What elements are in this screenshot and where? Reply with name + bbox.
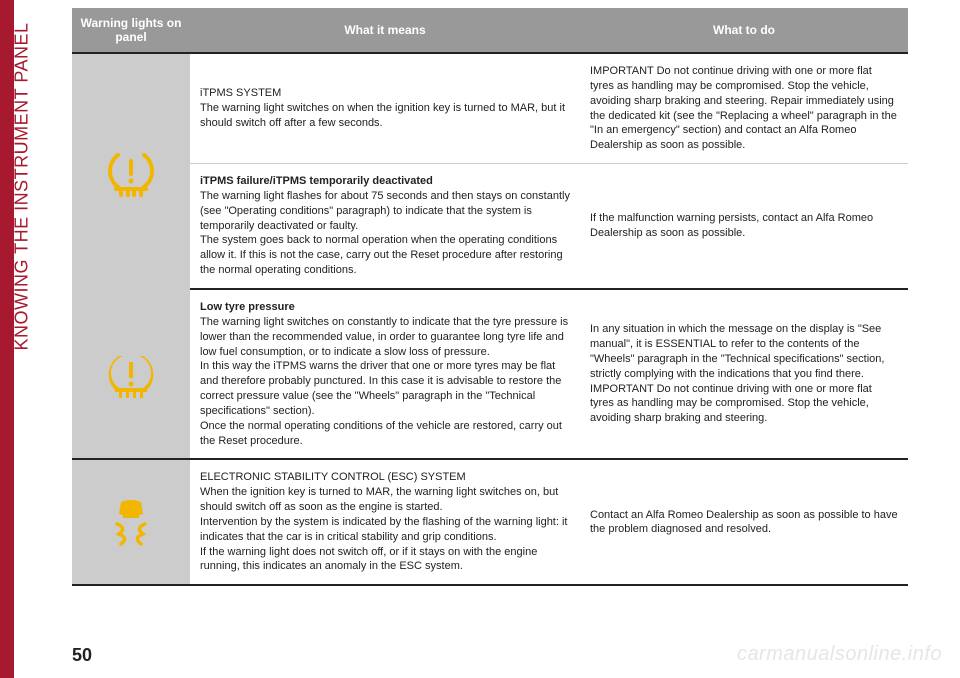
watermark: carmanualsonline.info bbox=[737, 643, 942, 666]
section-title: KNOWING THE INSTRUMENT PANEL bbox=[12, 22, 33, 350]
todo-cell: If the malfunction warning persists, con… bbox=[580, 164, 908, 289]
means-body: The warning light flashes for about 75 s… bbox=[200, 189, 570, 278]
table-row: iTPMS SYSTEM The warning light switches … bbox=[72, 53, 908, 164]
table-header-row: Warning lights on panel What it means Wh… bbox=[72, 8, 908, 53]
page-number: 50 bbox=[72, 645, 92, 666]
header-col1: Warning lights on panel bbox=[72, 8, 190, 53]
header-col2: What it means bbox=[190, 8, 580, 53]
todo-cell: IMPORTANT Do not continue driving with o… bbox=[580, 53, 908, 164]
means-cell: iTPMS failure/iTPMS temporarily deactiva… bbox=[190, 164, 580, 289]
todo-cell: In any situation in which the message on… bbox=[580, 289, 908, 459]
warning-lights-table: Warning lights on panel What it means Wh… bbox=[72, 8, 908, 586]
icon-cell-esc bbox=[72, 459, 190, 585]
esc-icon bbox=[101, 492, 161, 552]
means-cell: iTPMS SYSTEM The warning light switches … bbox=[190, 53, 580, 164]
icon-cell-tpms-outline bbox=[72, 53, 190, 289]
header-col3: What to do bbox=[580, 8, 908, 53]
means-body: The warning light switches on when the i… bbox=[200, 101, 570, 131]
means-body: When the ignition key is turned to MAR, … bbox=[200, 485, 570, 574]
table-row: ELECTRONIC STABILITY CONTROL (ESC) SYSTE… bbox=[72, 459, 908, 585]
means-title: Low tyre pressure bbox=[200, 300, 570, 315]
means-cell: ELECTRONIC STABILITY CONTROL (ESC) SYSTE… bbox=[190, 459, 580, 585]
means-title: iTPMS SYSTEM bbox=[200, 86, 570, 101]
tpms-outline-icon bbox=[101, 141, 161, 201]
table-row: iTPMS failure/iTPMS temporarily deactiva… bbox=[72, 164, 908, 289]
todo-cell: Contact an Alfa Romeo Dealership as soon… bbox=[580, 459, 908, 585]
table-row: Low tyre pressure The warning light swit… bbox=[72, 289, 908, 459]
means-cell: Low tyre pressure The warning light swit… bbox=[190, 289, 580, 459]
means-title: ELECTRONIC STABILITY CONTROL (ESC) SYSTE… bbox=[200, 470, 570, 485]
tpms-solid-icon bbox=[101, 344, 161, 404]
means-body: The warning light switches on constantly… bbox=[200, 315, 570, 449]
means-title: iTPMS failure/iTPMS temporarily deactiva… bbox=[200, 174, 570, 189]
icon-cell-tpms-solid bbox=[72, 289, 190, 459]
page-content: Warning lights on panel What it means Wh… bbox=[72, 8, 908, 586]
